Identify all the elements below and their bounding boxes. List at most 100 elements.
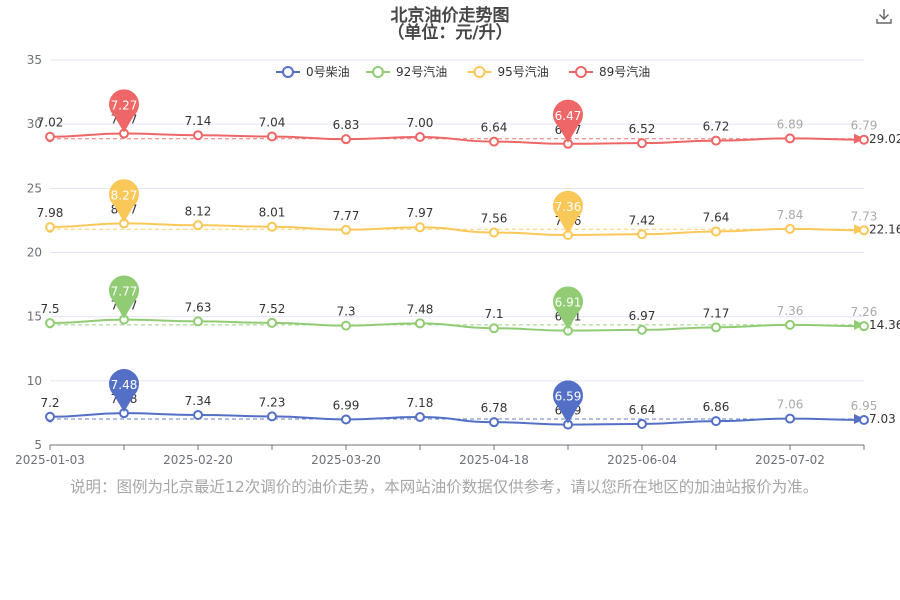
data-label: 7.64: [703, 210, 730, 224]
data-label: 6.97: [629, 309, 656, 323]
data-point: [785, 223, 795, 234]
x-tick-label: 2025-01-03: [15, 453, 85, 467]
pin-label: 8.27: [111, 188, 138, 202]
data-label: 7.14: [185, 114, 212, 128]
legend-item[interactable]: 95号汽油: [467, 64, 549, 79]
data-point: [415, 412, 425, 423]
data-point: [711, 226, 721, 237]
y-tick-label: 5: [34, 438, 42, 452]
legend-label: 92号汽油: [396, 64, 447, 79]
y-tick-label: 30: [27, 117, 42, 131]
average-label: 22.16: [869, 222, 900, 236]
pin-shape: [108, 89, 139, 133]
legend-label: 89号汽油: [599, 64, 650, 79]
series-lines: [45, 128, 869, 430]
data-label: 7.97: [407, 206, 434, 220]
data-point: [489, 417, 499, 428]
data-point: [45, 131, 55, 142]
data-label: 8.01: [259, 206, 286, 220]
series-line: [49, 132, 865, 145]
data-point: [711, 416, 721, 427]
extreme-pin: 6.47: [553, 99, 583, 143]
data-point: [711, 135, 721, 146]
data-point: [489, 136, 499, 147]
extreme-pin: 8.27: [109, 179, 139, 223]
data-point: [267, 317, 277, 328]
data-point: [341, 134, 351, 145]
chart-subtitle: （单位：元/升）: [387, 23, 513, 43]
data-label: 7.42: [629, 213, 656, 227]
data-label: 6.95: [851, 399, 878, 413]
y-tick-label: 20: [27, 246, 42, 260]
axes: 5 10 15 20 25 30 35 2025-01-03 2025-02-20 2025-03…: [15, 53, 865, 467]
data-point: [193, 130, 203, 141]
data-label: 6.64: [629, 403, 656, 417]
data-label: 6.79: [851, 119, 878, 133]
legend: 0号柴油 92号汽油 95号汽油 89号汽油: [276, 64, 650, 79]
data-labels: 7.03 7.2 7.48 7.34 7.23 6.99 7.18 6.78 6.59 6.64 6…: [37, 113, 900, 426]
x-tick-label: 2025-03-20: [311, 453, 381, 467]
data-point: [341, 414, 351, 425]
pin-shape: [109, 368, 139, 413]
pin-shape: [109, 179, 139, 223]
data-label: 7.34: [185, 394, 212, 408]
data-label: 7.77: [333, 209, 360, 223]
legend-marker: [575, 66, 587, 78]
extreme-pin: 7.27: [108, 89, 139, 133]
average-label: 14.36: [869, 318, 900, 332]
chart-title: 北京油价走势图: [390, 6, 510, 26]
data-label: 6.52: [629, 122, 656, 136]
data-point: [711, 322, 721, 333]
pin-label: 7.36: [555, 200, 582, 214]
pin-shape: [553, 380, 584, 424]
x-tick-label: 2025-06-04: [607, 453, 677, 467]
data-label: 7.17: [703, 306, 730, 320]
data-label: 7.84: [777, 208, 804, 222]
data-point: [267, 131, 277, 142]
extreme-pins: 7.48 6.59 7.77 6.91 8.27 7.36 7.27 6.47: [108, 89, 584, 424]
x-tick-label: 2025-02-20: [163, 453, 233, 467]
legend-item[interactable]: 92号汽油: [366, 64, 447, 79]
pin-label: 7.77: [111, 285, 138, 299]
data-label: 7.48: [407, 302, 434, 316]
data-point: [489, 323, 499, 334]
data-label: 7.00: [407, 116, 434, 130]
data-label: 6.78: [481, 401, 508, 415]
grid-lines: [50, 59, 864, 382]
data-point: [341, 224, 351, 235]
legend-item[interactable]: 0号柴油: [276, 65, 350, 79]
data-point: [859, 414, 869, 425]
data-label: 6.89: [777, 117, 804, 131]
pin-shape: [553, 99, 583, 143]
data-point: [267, 221, 277, 232]
download-icon[interactable]: [874, 6, 894, 26]
pin-shape: [553, 286, 584, 330]
pin-label: 7.27: [111, 99, 138, 113]
data-point: [45, 411, 55, 422]
series-line: [49, 222, 865, 237]
series-line: [49, 412, 865, 426]
pin-label: 6.91: [555, 296, 582, 310]
legend-marker: [282, 66, 294, 78]
legend-item[interactable]: 89号汽油: [569, 64, 650, 79]
extreme-pin: 6.59: [553, 380, 584, 424]
data-label: 7.02: [37, 116, 64, 130]
data-point: [785, 413, 795, 424]
data-label: 7.3: [336, 305, 355, 319]
data-label: 7.52: [259, 302, 286, 316]
average-label: 29.02: [869, 132, 900, 146]
data-point: [785, 133, 795, 144]
data-label: 7.18: [407, 396, 434, 410]
data-label: 6.86: [703, 400, 730, 414]
data-point: [415, 132, 425, 142]
data-label: 7.63: [185, 300, 212, 314]
data-label: 6.99: [333, 398, 360, 412]
y-tick-label: 10: [27, 374, 42, 388]
data-label: 8.12: [185, 204, 212, 218]
data-point: [267, 411, 277, 422]
data-point: [859, 134, 869, 145]
data-label: 7.26: [851, 305, 878, 319]
data-point: [859, 225, 869, 236]
x-tick-label: 2025-07-02: [755, 453, 825, 467]
data-point: [415, 318, 425, 329]
